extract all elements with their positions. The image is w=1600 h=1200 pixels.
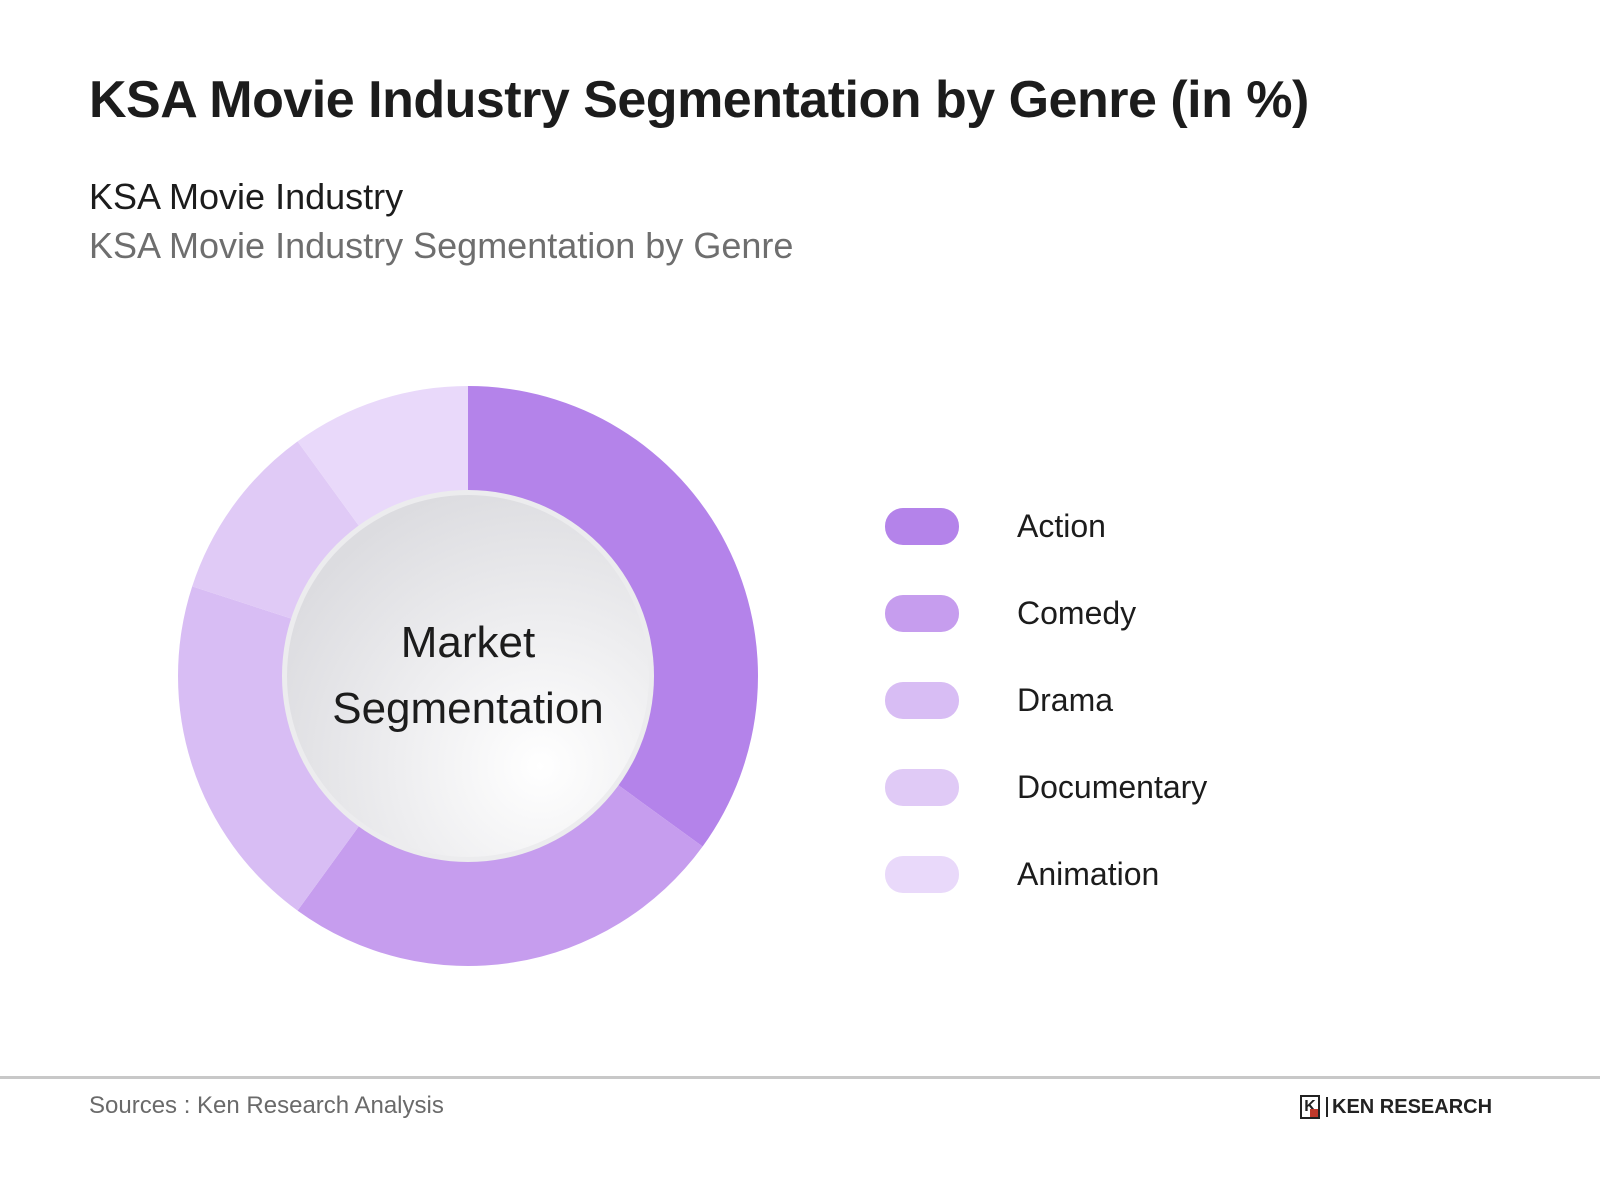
center-label: Market Segmentation <box>172 380 764 972</box>
center-label-line1: Market <box>400 618 536 667</box>
center-label-line2: Segmentation <box>332 684 604 733</box>
footer-divider <box>0 1076 1600 1079</box>
center-disc <box>287 495 649 857</box>
legend-label: Drama <box>1017 682 1114 718</box>
logo-k-icon: K <box>1300 1095 1320 1119</box>
legend-label: Action <box>1017 508 1106 544</box>
legend-item-documentary: Documentary <box>885 769 1207 806</box>
ken-research-logo: K KEN RESEARCH <box>1300 1095 1492 1119</box>
legend: Action Comedy Drama Documentary Animatio… <box>885 508 1207 943</box>
legend-item-animation: Animation <box>885 856 1207 893</box>
donut-chart: Market Segmentation <box>172 380 764 972</box>
chart-title: KSA Movie Industry Segmentation by Genre… <box>89 71 1309 129</box>
legend-swatch <box>885 769 959 806</box>
legend-swatch <box>885 595 959 632</box>
legend-item-action: Action <box>885 508 1207 545</box>
chart-subtitle-secondary: KSA Movie Industry Segmentation by Genre <box>89 225 794 266</box>
legend-swatch <box>885 856 959 893</box>
chart-subtitle: KSA Movie Industry <box>89 176 404 217</box>
legend-label: Animation <box>1017 856 1160 892</box>
legend-label: Comedy <box>1017 595 1137 631</box>
logo-text: KEN RESEARCH <box>1326 1097 1492 1117</box>
legend-item-comedy: Comedy <box>885 595 1207 632</box>
legend-swatch <box>885 682 959 719</box>
legend-swatch <box>885 508 959 545</box>
legend-item-drama: Drama <box>885 682 1207 719</box>
slice-drama <box>178 586 380 911</box>
donut-svg <box>178 386 759 966</box>
legend-label: Documentary <box>1017 769 1208 805</box>
source-note: Sources : Ken Research Analysis <box>89 1092 444 1119</box>
